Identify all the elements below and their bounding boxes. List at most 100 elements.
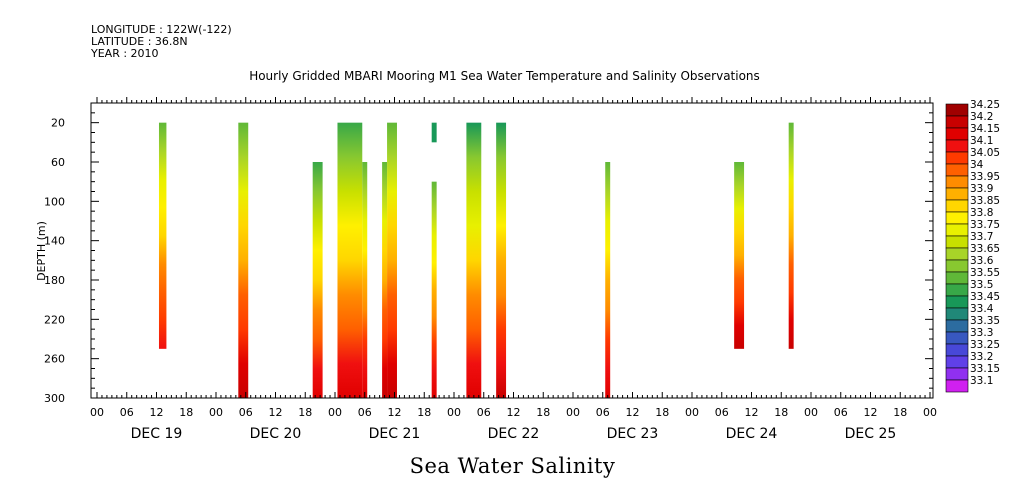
y-tick-label: 60 [51, 156, 65, 169]
observation-block [362, 162, 368, 398]
y-axis-label: DEPTH (m) [35, 221, 48, 281]
x-tick-label: 18 [774, 406, 788, 419]
y-tick-label: 140 [44, 235, 65, 248]
x-tick-label: 00 [209, 406, 223, 419]
colorbar-swatch [945, 163, 969, 177]
x-tick-label: 18 [536, 406, 550, 419]
observation-block [387, 122, 397, 399]
x-tick-label: 00 [804, 406, 818, 419]
day-label: DEC 22 [488, 426, 540, 442]
x-tick-label: 00 [685, 406, 699, 419]
observation-block [382, 162, 388, 398]
observation-block [158, 122, 167, 349]
x-tick-label: 12 [150, 406, 164, 419]
y-tick-label: 260 [44, 353, 65, 366]
x-tick-label: 12 [269, 406, 283, 419]
colorbar-label: 33.3 [970, 327, 993, 339]
x-tick-label: 06 [596, 406, 610, 419]
colorbar-label: 33.8 [970, 207, 993, 219]
observation-block [337, 122, 363, 399]
y-tick-label: 180 [44, 274, 65, 287]
x-tick-label: 00 [90, 406, 104, 419]
colorbar-label: 33.1 [970, 375, 993, 387]
observation-block [238, 122, 249, 399]
colorbar-swatch [945, 211, 969, 225]
x-tick-label: 12 [626, 406, 640, 419]
x-tick-label: 00 [566, 406, 580, 419]
colorbar-swatch [945, 187, 969, 201]
colorbar-label: 34.25 [970, 99, 1000, 111]
observation-block [788, 122, 794, 349]
y-tick-label: 100 [44, 195, 65, 208]
colorbar-label: 33.25 [970, 339, 1000, 351]
plot-background [91, 103, 933, 398]
x-tick-label: 12 [745, 406, 759, 419]
day-label: DEC 24 [726, 426, 778, 442]
x-tick-label: 18 [655, 406, 669, 419]
colorbar-swatch [945, 151, 969, 165]
colorbar-swatch [945, 307, 969, 321]
chart-title: Hourly Gridded MBARI Mooring M1 Sea Wate… [249, 69, 760, 83]
colorbar-label: 33.7 [970, 231, 993, 243]
x-tick-label: 00 [923, 406, 937, 419]
latitude-label: LATITUDE : 36.8N [91, 35, 188, 48]
colorbar-label: 33.4 [970, 303, 994, 315]
colorbar-swatch [945, 331, 969, 345]
colorbar-label: 33.45 [970, 291, 1000, 303]
y-tick-label: 300 [44, 392, 65, 405]
colorbar-label: 33.55 [970, 267, 1000, 279]
observation-layer [158, 122, 794, 399]
x-tick-label: 06 [239, 406, 253, 419]
x-tick-label: 06 [477, 406, 491, 419]
x-tick-label: 18 [179, 406, 193, 419]
colorbar-label: 33.15 [970, 363, 1000, 375]
colorbar-label: 33.5 [970, 279, 993, 291]
colorbar-swatch [945, 139, 969, 153]
x-axis-title: Sea Water Salinity [409, 454, 616, 478]
colorbar-label: 33.85 [970, 195, 1000, 207]
x-tick-label: 12 [864, 406, 878, 419]
day-label: DEC 23 [607, 426, 659, 442]
y-tick-label: 220 [44, 313, 65, 326]
colorbar-swatch [945, 175, 969, 189]
colorbar-swatch [945, 103, 969, 117]
observation-block [734, 162, 745, 349]
colorbar-swatch [945, 115, 969, 129]
colorbar-swatch [945, 319, 969, 333]
longitude-label: LONGITUDE : 122W(-122) [91, 23, 232, 36]
colorbar-swatch [945, 271, 969, 285]
colorbar-label: 33.75 [970, 219, 1000, 231]
colorbar-swatch [945, 367, 969, 381]
observation-block [431, 181, 437, 398]
colorbar-swatch [945, 235, 969, 249]
observation-block [496, 122, 507, 399]
axis-ticks [91, 97, 933, 399]
colorbar-swatch [945, 343, 969, 357]
colorbar-label: 33.6 [970, 255, 994, 267]
colorbar-label: 34.2 [970, 111, 993, 123]
observation-block [431, 122, 437, 143]
day-label: DEC 25 [845, 426, 897, 442]
observation-block [605, 162, 611, 398]
day-label: DEC 19 [131, 426, 183, 442]
y-tick-label: 20 [51, 117, 65, 130]
colorbar-label: 33.35 [970, 315, 1000, 327]
colorbar-label: 34.05 [970, 147, 1000, 159]
observation-block [312, 162, 323, 398]
colorbar: 34.2534.234.1534.134.053433.9533.933.853… [945, 99, 1000, 393]
colorbar-label: 33.95 [970, 171, 1000, 183]
colorbar-swatch [945, 199, 969, 213]
y-tick-labels: 20 60 100 140 180 220 260 300 [44, 117, 65, 405]
x-tick-label: 06 [715, 406, 729, 419]
observation-block [466, 122, 482, 399]
x-tick-label: 06 [120, 406, 134, 419]
colorbar-swatch [945, 295, 969, 309]
colorbar-swatch [945, 127, 969, 141]
colorbar-label: 34.1 [970, 135, 993, 147]
day-label: DEC 20 [250, 426, 302, 442]
colorbar-swatch [945, 355, 969, 369]
x-tick-label: 06 [834, 406, 848, 419]
colorbar-swatch [945, 223, 969, 237]
x-tick-label: 18 [298, 406, 312, 419]
